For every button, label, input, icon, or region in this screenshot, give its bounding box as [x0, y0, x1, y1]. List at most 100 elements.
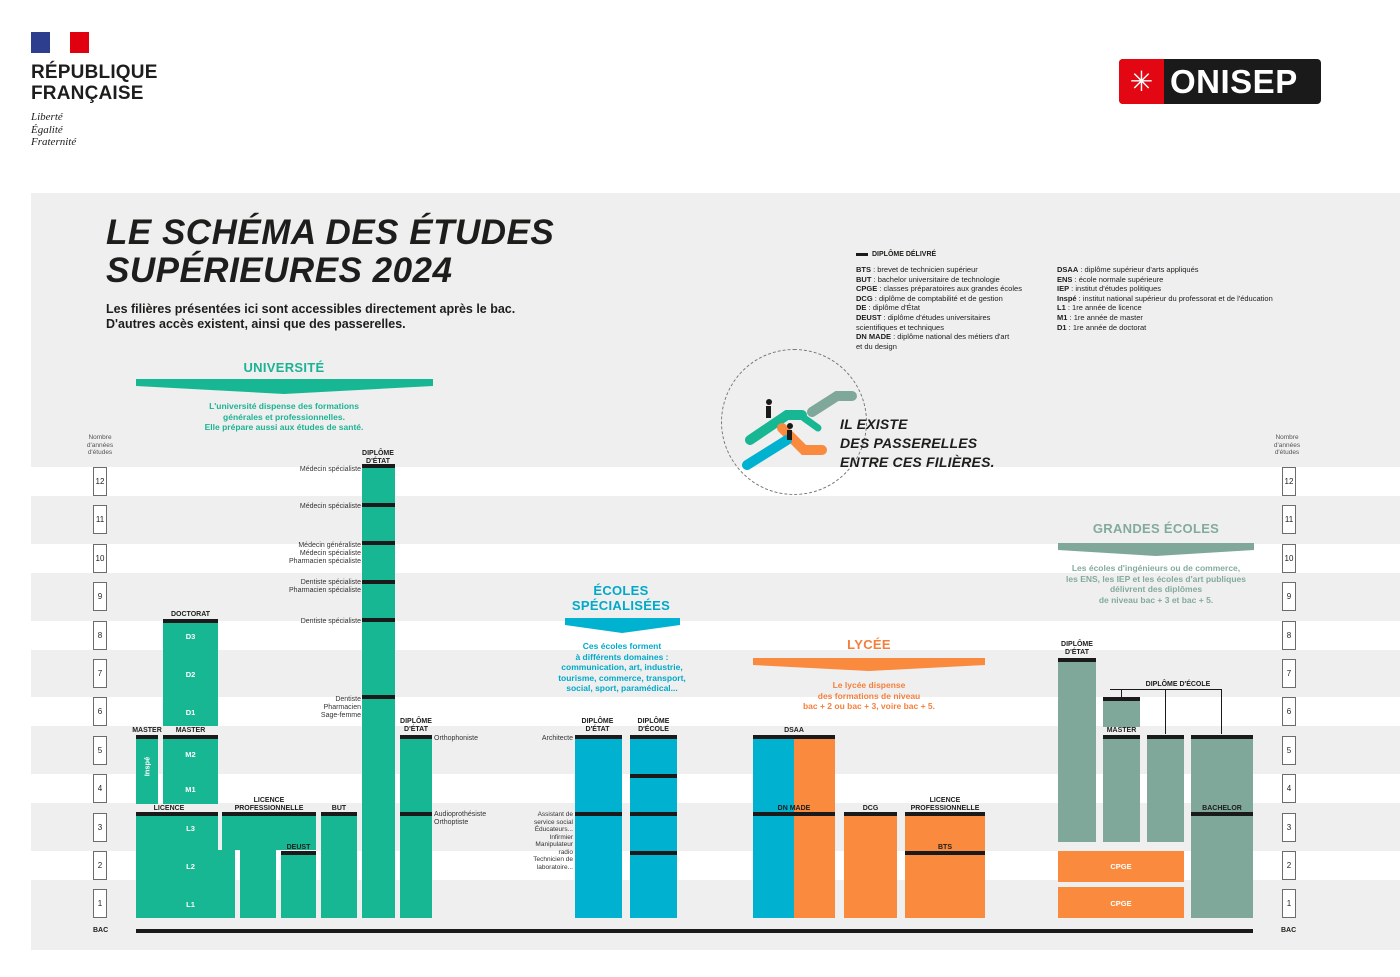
l3-label: L3: [186, 824, 195, 833]
university-desc-3: Elle prépare aussi aux études de santé.: [204, 422, 364, 432]
legend-col1-abbr: DN MADE: [856, 332, 891, 342]
legend-col1-abbr: CPGE: [856, 284, 878, 294]
legend-col2-abbr: L1: [1057, 303, 1066, 313]
diploma-mark-8: [362, 618, 395, 622]
diploma-mark-11: [362, 503, 395, 507]
diploma-mark-9: [362, 580, 395, 584]
legend-col1-text: diplôme d'État: [872, 303, 920, 313]
year-box-right: 10: [1282, 544, 1296, 573]
audioprothesiste-label: Audioprothésiste: [434, 811, 487, 818]
legend-col1-abbr: BTS: [856, 265, 871, 274]
year-box-right: 3: [1282, 813, 1296, 842]
sante-label-2: Médecin spécialiste: [299, 503, 361, 510]
but-label: BUT: [331, 805, 347, 812]
sante-label-8: Dentiste spécialiste: [300, 618, 361, 625]
legend-column-2: DSAA : diplôme supérieur d'arts appliqué…: [1057, 265, 1273, 332]
legend-col1-text: diplôme d'études universitaires: [887, 312, 991, 322]
french-flag-logo: [31, 32, 89, 53]
onisep-logo[interactable]: ✳ ONISEP: [1119, 59, 1321, 104]
doctorat-label: DOCTORAT: [170, 611, 211, 618]
legend-col1-abbr: DCG: [856, 293, 873, 303]
specialized-diplome-ecole-label: DIPLÔME D'ÉCOLE: [637, 718, 670, 733]
d3-label: D3: [185, 632, 196, 641]
legend-col1-row: CPGE : classes préparatoires aux grandes…: [856, 284, 1022, 294]
year-box-right: 6: [1282, 697, 1296, 726]
ge-etat-bar: [1058, 658, 1096, 842]
orthoptiste-label: Orthoptiste: [434, 819, 469, 826]
side-label-5: Manipulateur: [535, 841, 573, 848]
legend-column-1: BTS : brevet de technicien supérieur BUT …: [856, 265, 1022, 351]
legend-col2-abbr: DSAA: [1057, 265, 1079, 274]
ge-ecole-bracket: [1110, 689, 1222, 690]
d2-label: D2: [185, 670, 196, 679]
subtitle-line-1: Les filières présentées ici sont accessi…: [106, 302, 516, 316]
specialized-arrow: [565, 618, 680, 633]
onisep-sun-icon: ✳: [1119, 59, 1164, 104]
legend-col2-row: Inspé : institut national supérieur du p…: [1057, 293, 1273, 303]
legend-key-label: DIPLÔME DÉLIVRÉ: [872, 251, 937, 258]
sante-label-10: Pharmacien: [323, 704, 361, 711]
licence-l3-bar: [136, 812, 218, 850]
title-line-2: SUPÉRIEURES 2024: [106, 251, 453, 290]
lycee-licence-pro-bar: [905, 812, 985, 918]
legend-col2-row: D1 : 1re année de doctorat: [1057, 322, 1147, 332]
architecte-label: Architecte: [541, 735, 573, 742]
sante-column-bar: [362, 464, 395, 918]
ge-desc-2: les ENS, les IEP et les écoles d'art pub…: [1066, 573, 1246, 584]
sante-label-9: Dentiste: [335, 696, 361, 703]
legend-col1-row: DEUST : diplôme d'études universitaires: [856, 312, 991, 322]
legend-col1-row: BUT : bachelor universitaire de technolo…: [856, 274, 1000, 284]
doctorat-bar: [163, 619, 218, 726]
legend-col2-text: 1re année de doctorat: [1072, 322, 1147, 332]
year-box-right: 5: [1282, 736, 1296, 765]
ge-bracket-tick-3: [1221, 689, 1222, 734]
subtitle-line-2: D'autres accès existent, ainsi que des p…: [106, 317, 406, 331]
specialized-ecole-mark-2: [630, 851, 677, 855]
legend-col2-abbr: M1: [1057, 312, 1068, 322]
bts-mark: [905, 851, 985, 855]
master-right-label: MASTER: [175, 727, 206, 734]
specialized-desc-5: social, sport, paramédical...: [566, 683, 678, 693]
legend-col2-text: 1re année de licence: [1072, 303, 1142, 313]
specialized-title-1: ÉCOLES: [593, 583, 649, 598]
university-description: L'université dispense des formations gén…: [136, 401, 432, 433]
legend-col2-text: diplôme supérieur d'arts appliqués: [1084, 265, 1199, 274]
republic-line-2: FRANÇAISE: [31, 83, 144, 104]
d1-label: D1: [185, 708, 196, 717]
legend-col1-row: DN MADE : diplôme national des métiers d…: [856, 332, 1010, 342]
licence-label: LICENCE: [153, 805, 185, 812]
side-label-1: Assistant de: [537, 811, 573, 818]
lycee-title: LYCÉE: [847, 637, 891, 652]
year-band-6: [31, 697, 1400, 726]
cpge-top-label: CPGE: [1110, 862, 1132, 871]
lycee-arrow: [753, 658, 985, 671]
ge-master-bar: [1103, 735, 1140, 842]
ge-bracket-tick-1: [1121, 689, 1122, 697]
specialized-title: ÉCOLES SPÉCIALISÉES: [564, 583, 678, 613]
year-box-left: 6: [93, 697, 107, 726]
ge-diplome-ecole-label: DIPLÔME D'ÉCOLE: [1145, 681, 1211, 688]
legend-col2-text: 1re année de master: [1073, 312, 1143, 322]
ge-bachelor-label: BACHELOR: [1202, 805, 1242, 812]
grandes-ecoles-title: GRANDES ÉCOLES: [1092, 521, 1220, 536]
dcg-bar: [844, 812, 897, 918]
legend-col2-row: IEP : institut d'études politiques: [1057, 284, 1162, 294]
page-subtitle: Les filières présentées ici sont accessi…: [106, 302, 515, 332]
ge-bachelor-mark: [1191, 812, 1253, 816]
l1-label: L1: [186, 900, 195, 909]
year-band-8: [31, 621, 1400, 650]
paramed-mark-3: [400, 812, 432, 816]
legend-col2-abbr: ENS: [1057, 274, 1073, 284]
m1-label: M1: [185, 785, 196, 794]
bac-label-left: BAC: [93, 927, 109, 934]
licence-pro-bar: [222, 812, 316, 850]
year-box-right: 4: [1282, 774, 1296, 803]
legend-col1-abbr: DEUST: [856, 312, 882, 322]
orthophoniste-label: Orthophoniste: [434, 735, 478, 742]
university-desc-1: L'université dispense des formations: [209, 401, 359, 411]
ge-ecole-bar-6: [1103, 697, 1140, 727]
side-label-3: Éducateurs...: [534, 826, 573, 833]
dcg-label: DCG: [862, 805, 879, 812]
page-title: LE SCHÉMA DES ÉTUDES SUPÉRIEURES 2024: [106, 214, 554, 290]
sante-diplome-etat-label: DIPLÔME D'ÉTAT: [362, 450, 394, 465]
